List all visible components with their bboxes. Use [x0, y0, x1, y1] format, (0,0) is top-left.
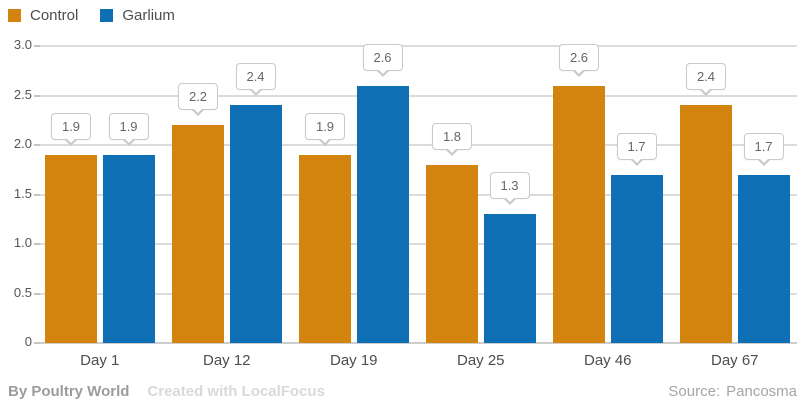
- legend-label-control: Control: [30, 7, 79, 24]
- y-axis-label-0: 0: [24, 334, 32, 349]
- value-callout-control-day-19: 1.9: [304, 112, 346, 146]
- bar-garlium-day-19[interactable]: [356, 85, 409, 343]
- value-callout-garlium-day-25: 1.3: [489, 172, 530, 206]
- legend-label-garlium: Garlium: [122, 7, 175, 24]
- gridline-y-2.0: [34, 144, 797, 146]
- bar-garlium-day-25[interactable]: [483, 214, 536, 343]
- value-callout-garlium-day-67: 1.7: [743, 132, 784, 166]
- x-axis-label-day-12: Day 12: [202, 352, 251, 369]
- gridline-y-3.0: [34, 45, 797, 47]
- y-axis-tick: [34, 342, 40, 344]
- y-axis-tick: [34, 144, 40, 146]
- y-axis-tick: [34, 45, 40, 47]
- byline-text: By Poultry World: [8, 383, 130, 400]
- y-axis-label-2.5: 2.5: [13, 86, 32, 102]
- x-axis-label-day-46: Day 46: [583, 352, 632, 369]
- chart-footer: By Poultry World Created with LocalFocus…: [8, 383, 797, 400]
- gridline-y-0.5: [34, 292, 797, 295]
- bar-garlium-day-1[interactable]: [102, 154, 155, 343]
- legend-item-garlium[interactable]: Garlium: [100, 7, 175, 24]
- bar-control-day-1[interactable]: [45, 154, 97, 343]
- bar-garlium-day-67[interactable]: [737, 174, 790, 343]
- legend-swatch-control: [8, 9, 21, 22]
- source-value: Pancosma: [726, 383, 797, 400]
- value-callout-garlium-day-1: 1.9: [108, 112, 149, 146]
- x-axis-label-day-1: Day 1: [80, 352, 120, 369]
- credit-text: Created with LocalFocus: [147, 383, 325, 400]
- y-axis-label-0.5: 0.5: [13, 284, 32, 300]
- legend-item-control[interactable]: Control: [8, 7, 78, 24]
- x-axis-label-day-67: Day 67: [710, 352, 759, 369]
- gridline-y-2.5: [34, 94, 797, 97]
- bar-control-day-67[interactable]: [680, 105, 732, 343]
- bar-control-day-19[interactable]: [299, 154, 351, 343]
- gridline-y-1.5: [34, 193, 797, 196]
- bar-garlium-day-12[interactable]: [229, 105, 282, 343]
- value-callout-garlium-day-12: 2.4: [235, 63, 276, 97]
- gridline-y-1.0: [34, 243, 797, 245]
- bar-control-day-25[interactable]: [426, 164, 478, 343]
- y-axis-tick: [34, 193, 40, 196]
- y-axis-tick: [34, 94, 40, 97]
- x-axis-label-day-25: Day 25: [456, 352, 505, 369]
- y-axis-label-1.5: 1.5: [13, 185, 32, 201]
- value-callout-control-day-46: 2.6: [558, 43, 600, 77]
- value-callout-control-day-1: 1.9: [50, 112, 92, 146]
- y-axis-label-2.0: 2.0: [13, 136, 32, 151]
- bar-control-day-46[interactable]: [553, 85, 605, 343]
- source-text: Source: Pancosma: [668, 383, 797, 400]
- value-callout-control-day-12: 2.2: [177, 83, 219, 117]
- value-callout-control-day-25: 1.8: [431, 122, 473, 156]
- value-callout-garlium-day-19: 2.6: [362, 43, 403, 77]
- y-axis-tick: [34, 243, 40, 245]
- bar-control-day-12[interactable]: [172, 125, 224, 343]
- y-axis-label-1.0: 1.0: [13, 235, 32, 250]
- x-axis-label-day-19: Day 19: [329, 352, 378, 369]
- legend-swatch-garlium: [100, 9, 114, 22]
- bar-garlium-day-46[interactable]: [610, 174, 663, 343]
- y-axis-label-3.0: 3.0: [13, 37, 32, 52]
- value-callout-control-day-67: 2.4: [685, 63, 727, 97]
- chart-legend: Control Garlium: [8, 7, 175, 24]
- gridline-y-0: [34, 342, 797, 344]
- source-label: Source:: [668, 383, 721, 400]
- value-callout-garlium-day-46: 1.7: [616, 132, 657, 166]
- y-axis-tick: [34, 292, 40, 295]
